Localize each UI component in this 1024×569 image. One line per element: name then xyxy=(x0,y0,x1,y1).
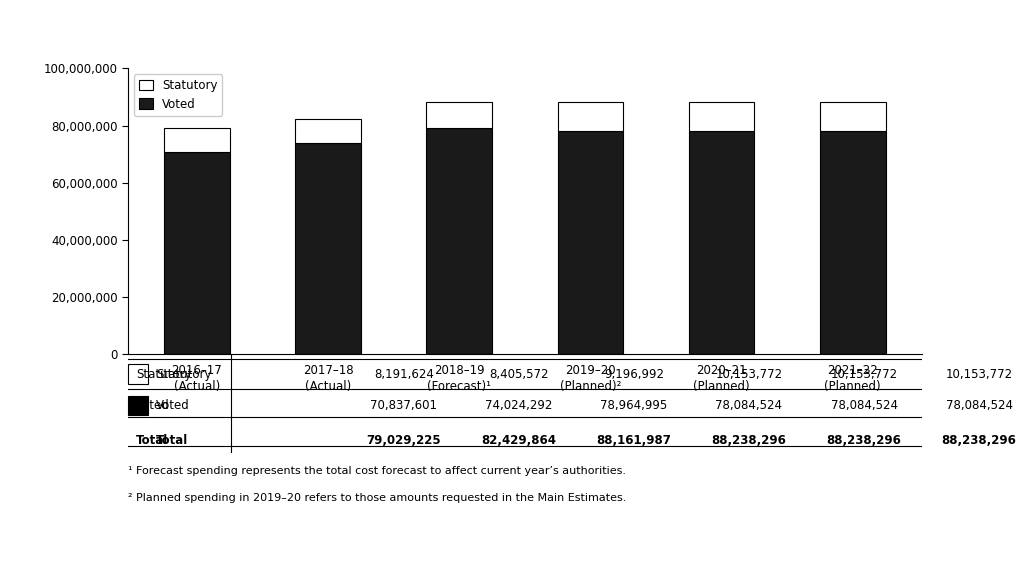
FancyBboxPatch shape xyxy=(128,364,147,384)
Text: 78,084,524: 78,084,524 xyxy=(945,399,1013,412)
Bar xyxy=(164,152,229,354)
Text: 8,405,572: 8,405,572 xyxy=(489,368,549,381)
Text: 79,029,225: 79,029,225 xyxy=(367,435,441,447)
Text: 9,196,992: 9,196,992 xyxy=(604,368,664,381)
Text: 74,024,292: 74,024,292 xyxy=(485,399,553,412)
Text: Total: Total xyxy=(156,435,188,447)
Text: 88,161,987: 88,161,987 xyxy=(597,435,672,447)
Text: Voted: Voted xyxy=(136,399,170,412)
Bar xyxy=(558,131,624,354)
Text: 82,429,864: 82,429,864 xyxy=(481,435,556,447)
Bar xyxy=(689,131,755,354)
Text: 78,084,524: 78,084,524 xyxy=(716,399,782,412)
Text: 88,238,296: 88,238,296 xyxy=(942,435,1017,447)
Bar xyxy=(820,131,886,354)
Bar xyxy=(426,102,492,129)
Bar xyxy=(820,102,886,131)
Text: 10,153,772: 10,153,772 xyxy=(830,368,898,381)
Text: Voted: Voted xyxy=(156,399,189,412)
Text: ¹ Forecast spending represents the total cost forecast to affect current year’s : ¹ Forecast spending represents the total… xyxy=(128,466,626,476)
Text: Statutory: Statutory xyxy=(156,368,211,381)
Bar xyxy=(558,102,624,131)
Text: 8,191,624: 8,191,624 xyxy=(374,368,434,381)
Text: 78,964,995: 78,964,995 xyxy=(600,399,668,412)
Bar xyxy=(295,118,360,143)
Text: 88,238,296: 88,238,296 xyxy=(712,435,786,447)
Bar xyxy=(295,143,360,354)
Bar xyxy=(164,128,229,152)
Bar xyxy=(689,102,755,131)
Legend: Statutory, Voted: Statutory, Voted xyxy=(134,74,222,116)
Text: ² Planned spending in 2019–20 refers to those amounts requested in the Main Esti: ² Planned spending in 2019–20 refers to … xyxy=(128,493,627,503)
Text: Total: Total xyxy=(136,435,168,447)
Text: 88,238,296: 88,238,296 xyxy=(826,435,901,447)
FancyBboxPatch shape xyxy=(128,395,147,415)
Bar xyxy=(426,129,492,354)
Text: 10,153,772: 10,153,772 xyxy=(716,368,782,381)
Text: 70,837,601: 70,837,601 xyxy=(371,399,437,412)
Text: 78,084,524: 78,084,524 xyxy=(830,399,898,412)
Text: Statutory: Statutory xyxy=(136,368,191,381)
Text: 10,153,772: 10,153,772 xyxy=(945,368,1013,381)
